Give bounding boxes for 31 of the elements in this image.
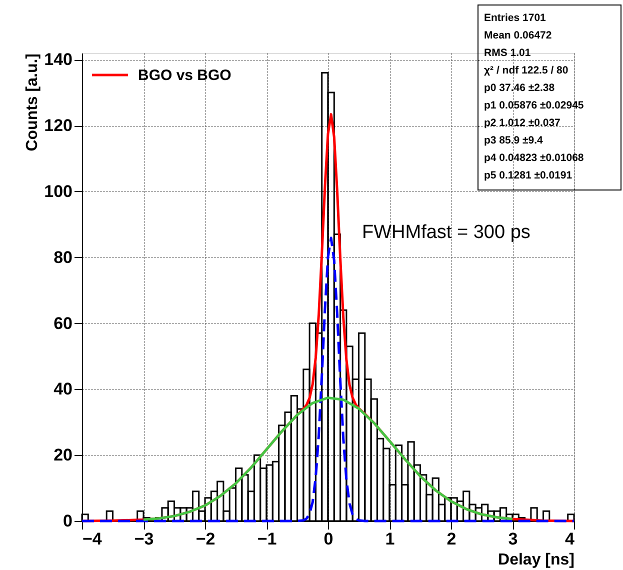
text: Mean 0.06472: [484, 30, 552, 42]
y-axis-title: Counts [a.u.]: [24, 54, 42, 152]
x-tick-label: −2: [196, 530, 216, 548]
y-tick-label: 40: [54, 380, 72, 399]
y-tick-label: 80: [54, 248, 72, 267]
y-tick-label: 100: [44, 182, 72, 201]
y-tick-label: 0: [63, 512, 72, 530]
x-tick-label: 0: [324, 530, 334, 548]
y-tick-label: 60: [54, 314, 72, 333]
annotation: p3 85.9 ±9.4: [484, 134, 544, 146]
y-tick-label: 140: [44, 50, 72, 70]
x-tick-label: −4: [82, 530, 102, 548]
x-tick-label: −3: [134, 530, 154, 548]
annotation: p4 0.04823 ±0.01068: [484, 152, 584, 164]
x-tick-label: 4: [565, 530, 576, 548]
y-tick-label: 20: [54, 446, 72, 465]
annotation: p0 37.46 ±2.38: [484, 82, 555, 94]
annotation: χ² / ndf 122.5 / 80: [484, 64, 568, 76]
annotation: RMS 1.01: [484, 47, 531, 59]
x-tick-label: −1: [257, 530, 277, 548]
annotation: FWHMfast = 300 ps: [362, 222, 530, 243]
annotation: p2 1.012 ±0.037: [484, 117, 561, 129]
legend-label: BGO vs BGO: [138, 67, 232, 84]
x-tick-label: 1: [385, 530, 395, 548]
x-axis-title: Delay [ns]: [498, 552, 574, 568]
x-tick-label: 3: [508, 530, 518, 548]
annotation: p1 0.05876 ±0.02945: [484, 100, 584, 112]
x-tick-label: 2: [446, 530, 456, 548]
text: Entries 1701: [484, 12, 546, 24]
y-tick-label: 120: [44, 116, 72, 136]
annotation: p5 0.1281 ±0.0191: [484, 170, 572, 182]
